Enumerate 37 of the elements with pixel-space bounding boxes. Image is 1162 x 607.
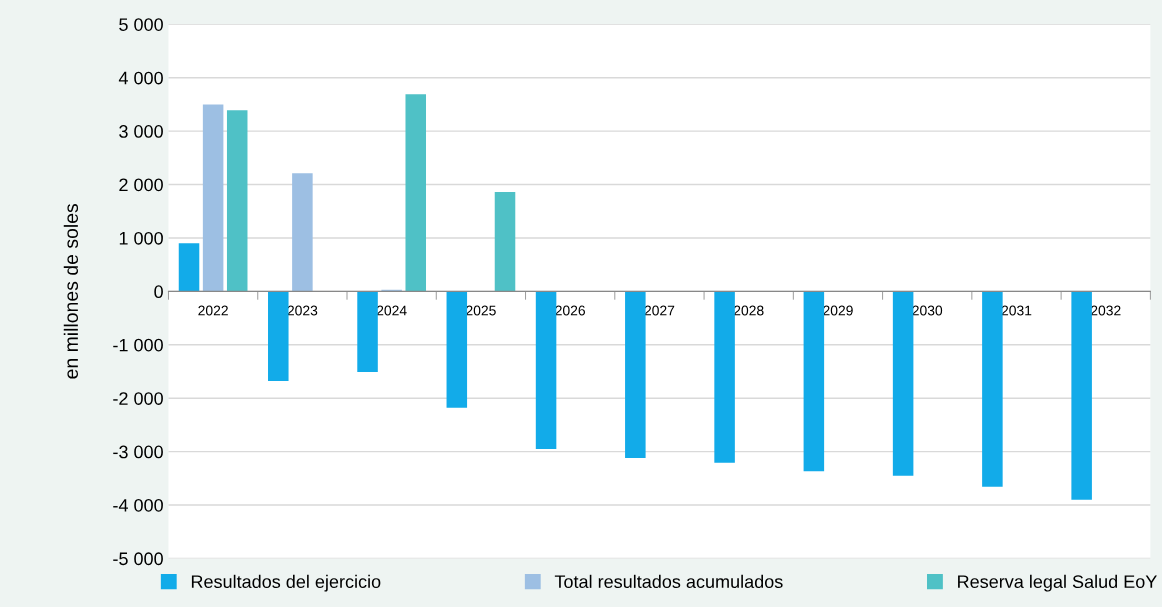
x-tick-label: 2023: [287, 305, 318, 316]
bar: [494, 192, 516, 292]
bar: [535, 291, 557, 449]
bar: [446, 291, 468, 408]
y-tick-label: 3 000: [119, 125, 163, 138]
x-tick-label: 2026: [555, 305, 586, 316]
bar: [268, 291, 289, 382]
y-tick-label: 2 000: [119, 178, 163, 192]
legend-label: Resultados del ejercicio: [191, 574, 381, 592]
y-tick-label: -4 000: [113, 498, 163, 512]
x-tick-label: 2029: [823, 305, 853, 316]
bar: [625, 291, 646, 459]
bar: [357, 291, 378, 373]
x-tick-label: 2030: [912, 305, 943, 316]
x-tick-label: 2025: [466, 305, 496, 316]
y-tick-label: 0: [154, 285, 163, 299]
y-tick-label: -1 000: [113, 338, 163, 352]
bar: [803, 291, 825, 472]
bar: [982, 291, 1003, 487]
bar: [892, 291, 914, 476]
y-tick-label: 4 000: [118, 71, 163, 85]
bar: [714, 291, 735, 463]
bar: [1071, 291, 1092, 500]
y-tick-label: -2 000: [113, 392, 163, 405]
legend-label: Reserva legal Salud EoY: [958, 574, 1157, 592]
bar: [202, 104, 224, 292]
y-tick-label: -5 000: [113, 552, 163, 566]
x-tick-label: 2022: [198, 305, 228, 316]
legend-label: Total resultados acumulados: [554, 574, 783, 589]
y-tick-label: -3 000: [113, 445, 163, 459]
bar: [226, 110, 248, 292]
bar: [292, 173, 313, 292]
y-tick-label: 5 000: [119, 18, 163, 31]
bar: [178, 243, 200, 292]
y-tick-label: 1 000: [119, 231, 163, 245]
y-axis-title: en millones de soles: [63, 203, 79, 379]
bar: [405, 94, 427, 292]
